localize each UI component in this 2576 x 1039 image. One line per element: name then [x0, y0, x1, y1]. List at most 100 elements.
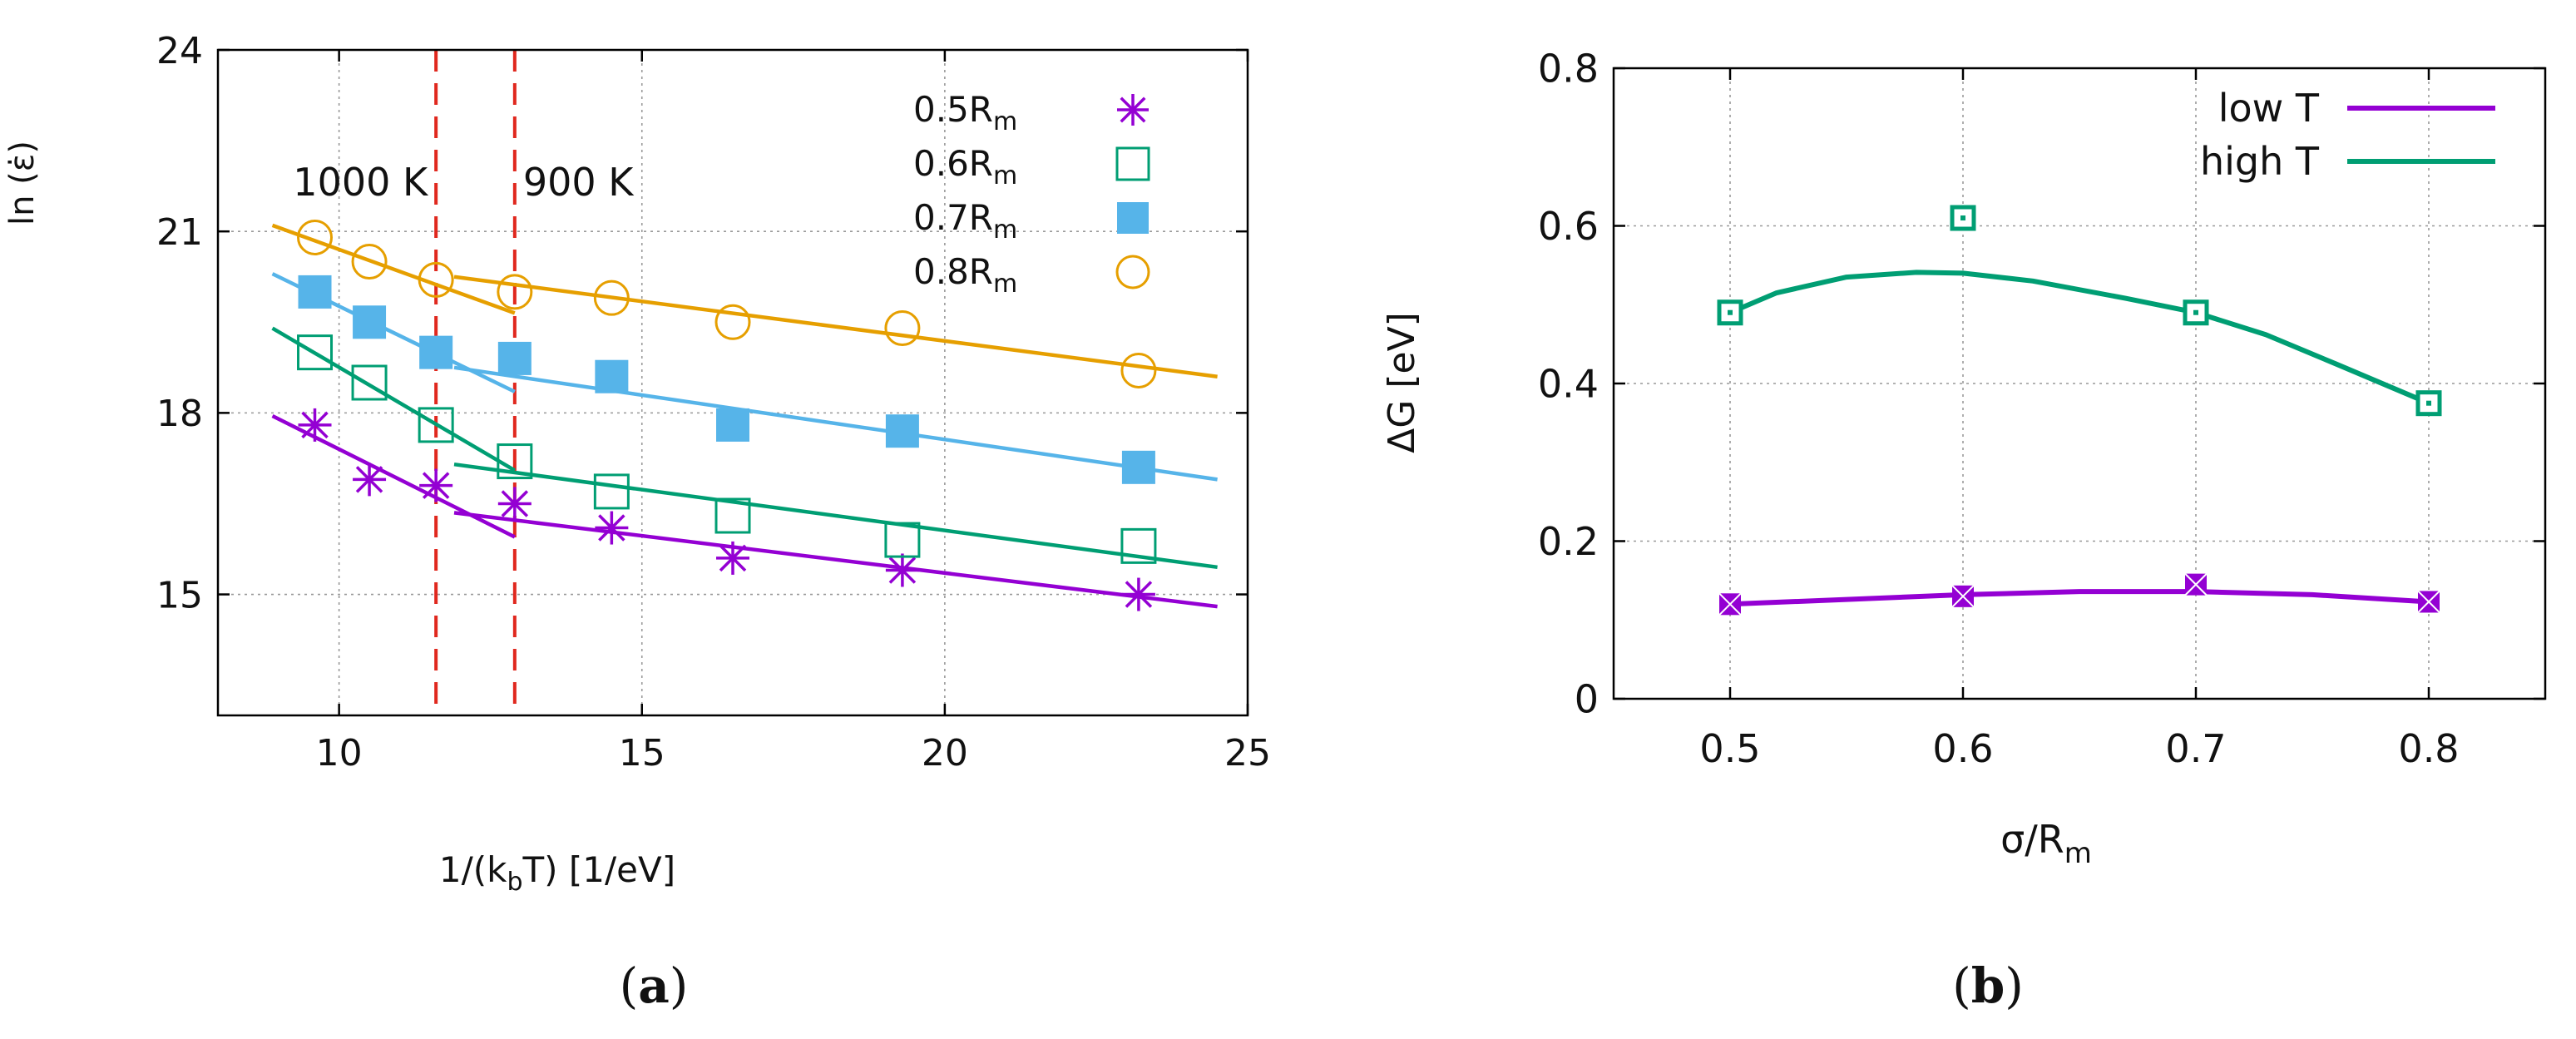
a-tick-label-x: 15	[619, 732, 665, 774]
a-legend-marker	[1117, 202, 1149, 234]
a-data-point	[419, 335, 453, 369]
a-data-point-stroke	[598, 514, 625, 542]
a-data-point-shape	[497, 443, 533, 480]
b-x-axis-label: σ/Rm	[2000, 817, 2092, 870]
a-data-point	[714, 304, 751, 340]
a-data-point-stroke	[501, 490, 529, 517]
b-curves	[1728, 270, 2430, 607]
a-panel-label: (a)	[620, 957, 689, 1014]
a-points	[297, 219, 1157, 611]
b-data-point	[1717, 299, 1743, 326]
b-tick-label-y: 0.2	[1538, 519, 1599, 564]
a-data-point	[1120, 352, 1157, 388]
a-data-point-shape	[884, 522, 921, 558]
b-data-point-stroke	[1718, 592, 1742, 616]
a-data-point-shape	[351, 364, 388, 401]
a-data-point	[418, 261, 454, 298]
a-data-point	[351, 364, 388, 401]
a-data-point-shape	[297, 334, 334, 371]
b-tick-label-x: 0.6	[1932, 726, 1993, 771]
b-data-point-shape	[1717, 299, 1743, 326]
a-data-point-shape	[351, 244, 388, 280]
b-tick-label-x: 0.7	[2165, 726, 2226, 771]
a-data-point	[497, 443, 533, 480]
a-data-point-shape	[353, 305, 387, 339]
b-curve	[1729, 589, 2430, 607]
a-fit-line	[453, 275, 1218, 378]
a-data-point-shape	[418, 407, 454, 443]
a-y-axis-label: ln (ε̇)	[3, 141, 42, 225]
a-tick-label-x: 25	[1224, 732, 1271, 774]
a-data-point-stroke	[422, 472, 450, 499]
a-data-point	[297, 334, 334, 371]
b-legend-label: low T	[2218, 86, 2320, 131]
a-fit-line	[271, 413, 516, 539]
a-data-point	[497, 274, 533, 310]
a-fit-line	[453, 365, 1218, 482]
a-data-point	[884, 522, 921, 558]
panel-b: 0.5 0.6 0.7 0.8 0 0.2 0.4 0.6 0.8 low T high T ΔG…	[1381, 47, 2547, 1014]
b-data-point-stroke	[2417, 590, 2440, 614]
a-data-point	[595, 511, 629, 545]
b-tick-label-x: 0.5	[1699, 726, 1760, 771]
b-y-axis-label: ΔG [eV]	[1381, 312, 1423, 453]
b-tick-label-y: 0.4	[1538, 362, 1599, 407]
b-data-point	[1718, 592, 1742, 616]
b-tick-label-y: 0.6	[1538, 204, 1599, 249]
a-data-point-stroke	[301, 411, 329, 439]
a-data-point-shape	[418, 261, 454, 298]
a-data-point	[885, 553, 919, 587]
a-data-point-stroke	[1125, 581, 1153, 608]
a-plot-frame	[216, 48, 1249, 717]
b-data-point	[2184, 572, 2208, 596]
a-ticks: 10 15 20 25 15 18 21 24	[156, 30, 1271, 774]
a-x-axis-label: 1/(kbT) [1/eV]	[439, 849, 675, 897]
a-data-point	[298, 408, 332, 442]
a-temperature-label: 1000 K	[293, 160, 429, 205]
b-curve	[1728, 270, 2430, 406]
b-data-point	[1951, 585, 1975, 608]
a-data-point-shape	[714, 497, 751, 534]
a-data-point	[885, 414, 919, 448]
b-panel-label: (b)	[1952, 957, 2024, 1014]
b-data-point-dot	[1728, 309, 1733, 315]
a-data-point	[593, 280, 630, 316]
a-data-point-shape	[595, 359, 629, 393]
b-grid	[1614, 68, 2545, 699]
b-data-point-dot	[2426, 400, 2431, 406]
a-data-point-stroke	[355, 466, 383, 493]
a-fit-line	[271, 326, 516, 472]
a-data-point-shape	[716, 408, 749, 442]
b-data-point	[2415, 390, 2442, 417]
a-data-point	[351, 244, 388, 280]
b-tick-label-y: 0	[1575, 677, 1599, 722]
b-data-point-stroke	[1951, 585, 1975, 608]
a-fit-line	[453, 462, 1218, 570]
a-fit-line	[453, 511, 1218, 609]
a-data-point-shape	[497, 274, 533, 310]
a-data-point-shape	[1120, 352, 1157, 388]
a-tick-label-x: 10	[316, 732, 363, 774]
a-data-point-shape	[419, 335, 453, 369]
a-data-point-stroke	[719, 544, 747, 572]
b-data-point-dot	[1960, 215, 1965, 221]
a-legend-label: 0.7Rm	[913, 197, 1017, 245]
b-data-point	[2417, 590, 2440, 614]
a-data-point-shape	[497, 341, 532, 375]
a-tick-label-y: 18	[156, 393, 203, 435]
b-data-point	[1950, 205, 1976, 231]
a-legend-marker	[1115, 255, 1150, 289]
b-ticks: 0.5 0.6 0.7 0.8 0 0.2 0.4 0.6 0.8	[1538, 47, 2545, 771]
a-legend-marker-shape	[1115, 255, 1150, 289]
a-data-point-shape	[593, 473, 630, 510]
a-tick-label-y: 24	[156, 30, 203, 72]
a-data-point	[419, 468, 453, 502]
a-data-point	[593, 473, 630, 510]
a-tick-label-x: 20	[922, 732, 968, 774]
b-data-point-stroke	[2184, 572, 2208, 596]
a-data-point	[595, 359, 629, 393]
a-temperature-label: 900 K	[523, 160, 635, 205]
a-data-point-shape	[298, 275, 332, 309]
a-legend-label: 0.6Rm	[913, 143, 1017, 190]
